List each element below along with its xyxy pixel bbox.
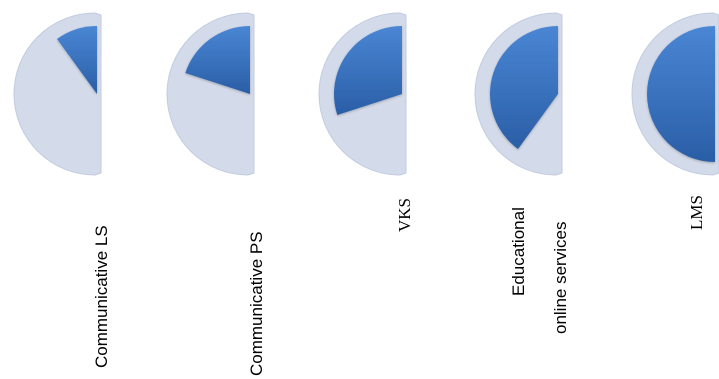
category-label-5: LMS	[687, 195, 706, 230]
pie-1	[13, 12, 102, 176]
category-label-4-line-1: Educational	[509, 207, 528, 296]
category-label-2: Communicative PS	[247, 231, 266, 376]
category-label-3: VKS	[395, 198, 414, 232]
pie-4	[474, 12, 563, 176]
pie-5	[631, 12, 719, 176]
pie-slice-1	[57, 26, 97, 94]
pie-slice-4	[489, 26, 558, 150]
pie-slice-2	[185, 26, 250, 94]
pie-slice-3	[334, 26, 402, 116]
pie-slice-5	[647, 26, 715, 162]
category-label-1: Communicative LS	[92, 225, 111, 368]
pie-2	[166, 12, 255, 176]
category-label-4-line-2: online services	[551, 222, 570, 334]
pie-3	[318, 12, 407, 176]
